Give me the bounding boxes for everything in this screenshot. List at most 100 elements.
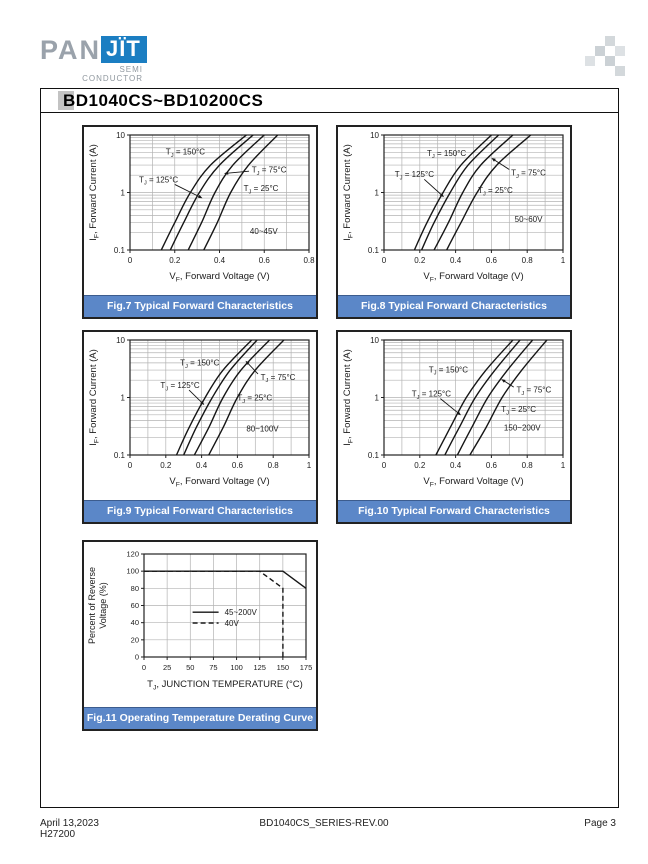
brand-conductor-text: CONDUCTOR bbox=[82, 74, 143, 83]
svg-text:0.2: 0.2 bbox=[414, 461, 426, 470]
fig11-chart-canvas: 0 25 50 75 100 125 150 175 0 20 40 60 80 100 120 45~200… bbox=[84, 542, 316, 707]
svg-text:0.2: 0.2 bbox=[160, 461, 172, 470]
fig10-caption: Fig.10 Typical Forward Characteristics bbox=[338, 500, 570, 522]
svg-text:0: 0 bbox=[142, 663, 146, 672]
svg-text:150: 150 bbox=[277, 663, 290, 672]
svg-text:TJ = 75°C: TJ = 75°C bbox=[261, 373, 296, 384]
svg-text:10: 10 bbox=[370, 131, 379, 140]
svg-text:TJ = 25°C: TJ = 25°C bbox=[501, 405, 536, 416]
svg-text:0: 0 bbox=[128, 461, 133, 470]
brand-pan-text: PAN bbox=[40, 35, 102, 65]
title-marker-square bbox=[58, 91, 74, 110]
svg-text:VF, Forward Voltage (V): VF, Forward Voltage (V) bbox=[423, 271, 523, 283]
svg-text:IF, Forward Current (A): IF, Forward Current (A) bbox=[342, 349, 354, 446]
figure-panel-fig7: 0 0.2 0.4 0.6 0.8 0.1 1 10 TJ = 150°C TJ = 125°C T… bbox=[82, 125, 318, 319]
fig7-chart-canvas: 0 0.2 0.4 0.6 0.8 0.1 1 10 TJ = 150°C TJ = 125°C T… bbox=[84, 127, 316, 295]
svg-text:1: 1 bbox=[375, 394, 380, 403]
svg-text:150~200V: 150~200V bbox=[504, 423, 541, 432]
svg-text:10: 10 bbox=[116, 131, 125, 140]
deco-square bbox=[595, 46, 605, 56]
svg-text:100: 100 bbox=[230, 663, 243, 672]
svg-text:IF, Forward Current (A): IF, Forward Current (A) bbox=[88, 349, 100, 446]
svg-text:TJ = 25°C: TJ = 25°C bbox=[237, 394, 272, 405]
svg-text:TJ = 75°C: TJ = 75°C bbox=[516, 385, 551, 396]
deco-square bbox=[605, 36, 615, 46]
svg-text:25: 25 bbox=[163, 663, 171, 672]
svg-text:1: 1 bbox=[561, 256, 566, 265]
fig7-caption: Fig.7 Typical Forward Characteristics bbox=[84, 295, 316, 317]
svg-text:0.2: 0.2 bbox=[414, 256, 426, 265]
svg-text:TJ, JUNCTION TEMPERATURE (°C): TJ, JUNCTION TEMPERATURE (°C) bbox=[147, 679, 303, 691]
content-frame: BD1040CS~BD10200CS bbox=[40, 88, 619, 808]
svg-text:Voltage (%): Voltage (%) bbox=[98, 582, 108, 629]
figure-panel-fig10: 0 0.2 0.4 0.6 0.8 1 0.1 1 10 TJ = 150°C TJ = 125°C… bbox=[336, 330, 572, 524]
svg-text:0.8: 0.8 bbox=[522, 256, 534, 265]
svg-text:50: 50 bbox=[186, 663, 194, 672]
svg-text:0.6: 0.6 bbox=[486, 256, 498, 265]
svg-text:0.1: 0.1 bbox=[368, 246, 380, 255]
svg-text:TJ = 125°C: TJ = 125°C bbox=[395, 170, 434, 181]
svg-text:VF, Forward Voltage (V): VF, Forward Voltage (V) bbox=[169, 271, 269, 283]
svg-text:0.4: 0.4 bbox=[450, 256, 462, 265]
brand-jit-text: JÏT bbox=[106, 36, 141, 61]
title-bar: BD1040CS~BD10200CS bbox=[41, 89, 618, 113]
svg-text:60: 60 bbox=[131, 601, 139, 610]
footer-date: April 13,2023 bbox=[40, 818, 99, 829]
fig8-caption: Fig.8 Typical Forward Characteristics bbox=[338, 295, 570, 317]
svg-text:0.1: 0.1 bbox=[114, 246, 126, 255]
svg-text:0.6: 0.6 bbox=[259, 256, 271, 265]
svg-text:0: 0 bbox=[382, 461, 387, 470]
svg-text:TJ = 150°C: TJ = 150°C bbox=[427, 149, 466, 160]
svg-text:0.4: 0.4 bbox=[450, 461, 462, 470]
svg-text:TJ = 125°C: TJ = 125°C bbox=[160, 381, 199, 392]
svg-text:120: 120 bbox=[126, 550, 139, 559]
svg-text:0.8: 0.8 bbox=[303, 256, 315, 265]
svg-text:Percent of Reverse: Percent of Reverse bbox=[87, 567, 97, 644]
svg-text:0.1: 0.1 bbox=[368, 451, 380, 460]
svg-text:IF, Forward Current (A): IF, Forward Current (A) bbox=[342, 144, 354, 241]
svg-text:TJ = 75°C: TJ = 75°C bbox=[252, 166, 287, 177]
deco-square bbox=[615, 46, 625, 56]
svg-text:10: 10 bbox=[370, 336, 379, 345]
svg-text:175: 175 bbox=[300, 663, 313, 672]
deco-square bbox=[615, 66, 625, 76]
svg-text:100: 100 bbox=[126, 567, 139, 576]
brand-semi-text: SEMI bbox=[119, 65, 143, 74]
svg-text:VF, Forward Voltage (V): VF, Forward Voltage (V) bbox=[169, 476, 269, 488]
svg-text:10: 10 bbox=[116, 336, 125, 345]
svg-text:80: 80 bbox=[131, 584, 139, 593]
svg-text:0.6: 0.6 bbox=[486, 461, 498, 470]
svg-text:0.2: 0.2 bbox=[169, 256, 181, 265]
svg-text:125: 125 bbox=[253, 663, 266, 672]
fig9-chart-canvas: 0 0.2 0.4 0.6 0.8 1 0.1 1 10 TJ = 150°C TJ = 125°C… bbox=[84, 332, 316, 500]
svg-text:TJ = 150°C: TJ = 150°C bbox=[429, 365, 468, 376]
fig11-caption: Fig.11 Operating Temperature Derating Cu… bbox=[84, 707, 316, 729]
svg-text:TJ = 125°C: TJ = 125°C bbox=[412, 389, 451, 400]
fig10-chart-canvas: 0 0.2 0.4 0.6 0.8 1 0.1 1 10 TJ = 150°C TJ = 125°C… bbox=[338, 332, 570, 500]
svg-text:1: 1 bbox=[375, 189, 380, 198]
svg-text:0: 0 bbox=[382, 256, 387, 265]
fig9-caption: Fig.9 Typical Forward Characteristics bbox=[84, 500, 316, 522]
svg-text:TJ = 125°C: TJ = 125°C bbox=[139, 175, 178, 186]
svg-text:0.1: 0.1 bbox=[114, 451, 126, 460]
footer-series-rev: BD1040CS_SERIES-REV.00 bbox=[259, 818, 389, 829]
svg-text:VF, Forward Voltage (V): VF, Forward Voltage (V) bbox=[423, 476, 523, 488]
figure-panel-fig9: 0 0.2 0.4 0.6 0.8 1 0.1 1 10 TJ = 150°C TJ = 125°C… bbox=[82, 330, 318, 524]
figure-panel-fig8: 0 0.2 0.4 0.6 0.8 1 0.1 1 10 TJ = 150°C TJ = 125°C… bbox=[336, 125, 572, 319]
svg-text:20: 20 bbox=[131, 635, 139, 644]
svg-text:0.8: 0.8 bbox=[522, 461, 534, 470]
svg-text:TJ = 25°C: TJ = 25°C bbox=[244, 184, 279, 195]
svg-text:75: 75 bbox=[209, 663, 217, 672]
svg-text:0.8: 0.8 bbox=[268, 461, 280, 470]
svg-text:0.6: 0.6 bbox=[232, 461, 244, 470]
deco-square bbox=[605, 56, 615, 66]
svg-text:TJ = 75°C: TJ = 75°C bbox=[511, 168, 546, 179]
figure-panel-fig11: 0 25 50 75 100 125 150 175 0 20 40 60 80 100 120 45~200… bbox=[82, 540, 318, 731]
deco-squares-mark bbox=[585, 36, 625, 80]
svg-text:40~45V: 40~45V bbox=[250, 227, 278, 236]
svg-text:0: 0 bbox=[135, 653, 139, 662]
svg-text:40: 40 bbox=[131, 618, 139, 627]
svg-text:0: 0 bbox=[128, 256, 133, 265]
svg-text:0.4: 0.4 bbox=[214, 256, 226, 265]
